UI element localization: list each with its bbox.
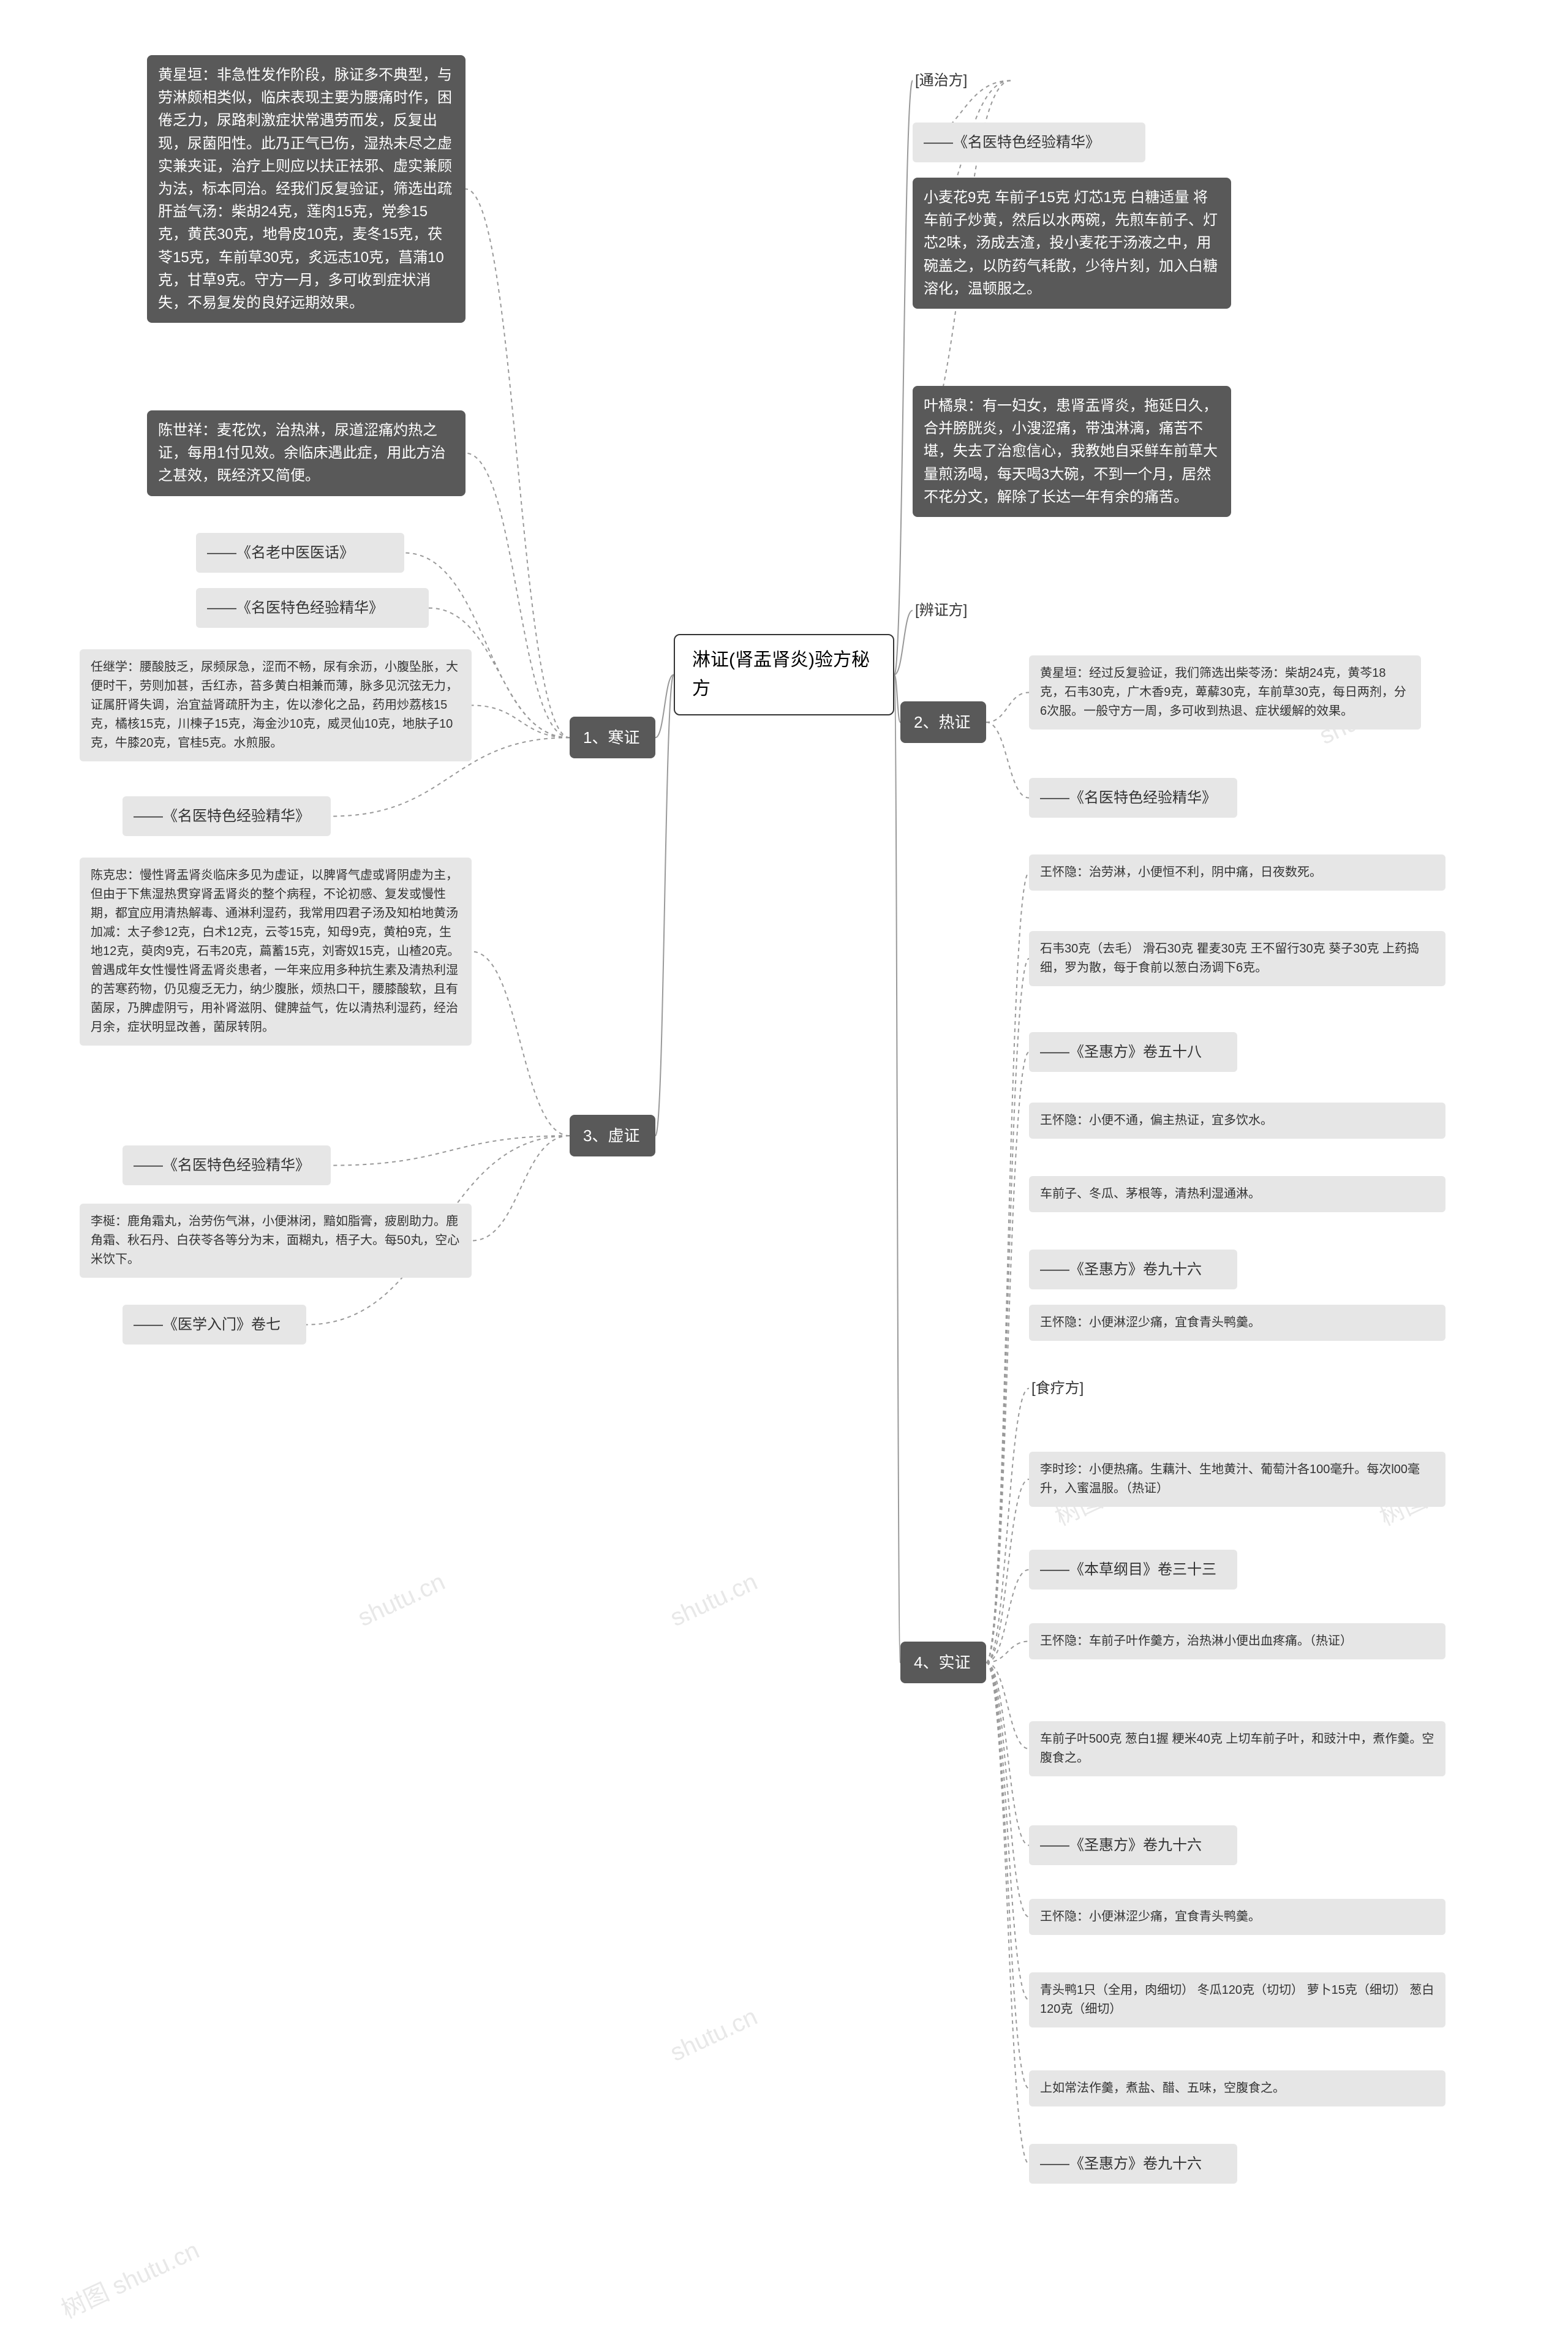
connector [986, 1662, 1029, 1749]
content-node-n9[interactable]: 李梴：鹿角霜丸，治劳伤气淋，小便淋闭，黯如脂膏，疲剧助力。鹿角霜、秋石丹、白茯苓… [80, 1204, 472, 1278]
content-node-n19[interactable]: 王怀隐：小便不通，偏主热证，宜多饮水。 [1029, 1103, 1446, 1139]
content-node-n28[interactable]: 王怀隐：小便淋涩少痛，宜食青头鸭羹。 [1029, 1899, 1446, 1935]
connector [986, 1662, 1029, 1845]
content-node-n30[interactable]: 上如常法作羹，煮盐、醋、五味，空腹食之。 [1029, 2070, 1446, 2106]
content-node-n14[interactable]: 黄星垣：经过反复验证，我们筛选出柴苓汤：柴胡24克，黄芩18克，石韦30克，广木… [1029, 655, 1421, 730]
content-node-n23[interactable]: 李时珍：小便热痛。生藕汁、生地黄汁、葡萄汁各100毫升。每次l00毫升，入蜜温服… [1029, 1452, 1446, 1507]
connector [986, 1662, 1029, 2000]
content-node-n8[interactable]: ——《名医特色经验精华》 [123, 1145, 331, 1185]
section-node-s3[interactable]: 3、虚证 [570, 1115, 655, 1156]
section-node-tongzhi[interactable]: [通治方] [913, 64, 1011, 97]
content-node-n18[interactable]: ——《圣惠方》卷五十八 [1029, 1032, 1237, 1072]
content-node-n6[interactable]: ——《名医特色经验精华》 [123, 796, 331, 836]
watermark: 树图 shutu.cn [55, 2231, 204, 2326]
content-node-n5[interactable]: 任继学：腰酸肢乏，尿频尿急，涩而不畅，尿有余沥，小腹坠胀，大便时干，劳则加甚，舌… [80, 649, 472, 761]
connector [986, 1389, 1029, 1663]
content-node-n3[interactable]: ——《名老中医医话》 [196, 533, 404, 573]
connector [986, 1642, 1029, 1663]
connector [986, 873, 1029, 1663]
connector [894, 611, 913, 675]
content-node-n11[interactable]: ——《名医特色经验精华》 [913, 123, 1145, 162]
section-node-s4[interactable]: 4、实证 [900, 1642, 986, 1683]
connector [986, 693, 1029, 723]
connector [986, 1662, 1029, 2163]
connector [894, 81, 913, 675]
content-node-n1[interactable]: 黄星垣：非急性发作阶段，脉证多不典型，与劳淋颇相类似，临床表现主要为腰痛时作，困… [147, 55, 466, 323]
connector [466, 189, 570, 738]
content-node-n29[interactable]: 青头鸭1只（全用，肉细切） 冬瓜120克（切切） 萝卜15克（细切） 葱白120… [1029, 1972, 1446, 2027]
content-node-n26[interactable]: 车前子叶500克 葱白1握 粳米40克 上切车前子叶，和豉汁中，煮作羹。空腹食之… [1029, 1721, 1446, 1776]
watermark: shutu.cn [666, 1568, 762, 1632]
connector [331, 1136, 570, 1165]
content-node-n31[interactable]: ——《圣惠方》卷九十六 [1029, 2144, 1237, 2184]
content-node-n25[interactable]: 王怀隐：车前子叶作羹方，治热淋小便出血疼痛。（热证） [1029, 1623, 1446, 1659]
connector [466, 453, 570, 737]
content-node-n27[interactable]: ——《圣惠方》卷九十六 [1029, 1825, 1237, 1865]
section-node-s2[interactable]: 2、热证 [900, 701, 986, 743]
connector [986, 722, 1029, 798]
section-node-shiliao[interactable]: [食疗方] [1029, 1372, 1127, 1405]
content-node-n24[interactable]: ——《本草纲目》卷三十三 [1029, 1550, 1237, 1590]
content-node-n22[interactable]: 王怀隐：小便淋涩少痛，宜食青头鸭羹。 [1029, 1305, 1446, 1341]
connector [472, 952, 570, 1136]
content-node-n15[interactable]: ——《名医特色经验精华》 [1029, 778, 1237, 818]
connector [655, 675, 674, 738]
content-node-n21[interactable]: ——《圣惠方》卷九十六 [1029, 1250, 1237, 1289]
connector [894, 675, 900, 723]
connector [472, 1136, 570, 1240]
watermark: shutu.cn [354, 1568, 450, 1632]
content-node-n4[interactable]: ——《名医特色经验精华》 [196, 588, 429, 628]
connector [894, 675, 900, 1663]
connector [986, 959, 1029, 1662]
connector [986, 1662, 1029, 2088]
section-node-bianzheng[interactable]: [辨证方] [913, 594, 1011, 627]
content-node-n12[interactable]: 小麦花9克 车前子15克 灯芯1克 白糖适量 将车前子炒黄，然后以水两碗，先煎车… [913, 178, 1231, 309]
content-node-n20[interactable]: 车前子、冬瓜、茅根等，清热利湿通淋。 [1029, 1176, 1446, 1212]
content-node-n7[interactable]: 陈克忠：慢性肾盂肾炎临床多见为虚证，以脾肾气虚或肾阴虚为主，但由于下焦湿热贯穿肾… [80, 858, 472, 1046]
section-node-s1[interactable]: 1、寒证 [570, 717, 655, 758]
connector [986, 1052, 1029, 1663]
connector [472, 706, 570, 738]
root-node[interactable]: 淋证(肾盂肾炎)验方秘方 [674, 634, 894, 715]
content-node-n2[interactable]: 陈世祥：麦花饮，治热淋，尿道涩痛灼热之证，每用1付见效。余临床遇此症，用此方治之… [147, 410, 466, 496]
content-node-n13[interactable]: 叶橘泉：有一妇女，患肾盂肾炎，拖延日久，合并膀胱炎，小溲涩痛，带浊淋漓，痛苦不堪… [913, 386, 1231, 517]
content-node-n10[interactable]: ——《医学入门》卷七 [123, 1305, 306, 1345]
connector [986, 1479, 1029, 1662]
connector [986, 1570, 1029, 1663]
connector [655, 675, 674, 1136]
connector [986, 1662, 1029, 1917]
watermark: shutu.cn [666, 2003, 762, 2067]
content-node-n16[interactable]: 王怀隐：治劳淋，小便恒不利，阴中痛，日夜数死。 [1029, 854, 1446, 891]
content-node-n17[interactable]: 石韦30克（去毛） 滑石30克 瞿麦30克 王不留行30克 葵子30克 上药捣细… [1029, 931, 1446, 986]
